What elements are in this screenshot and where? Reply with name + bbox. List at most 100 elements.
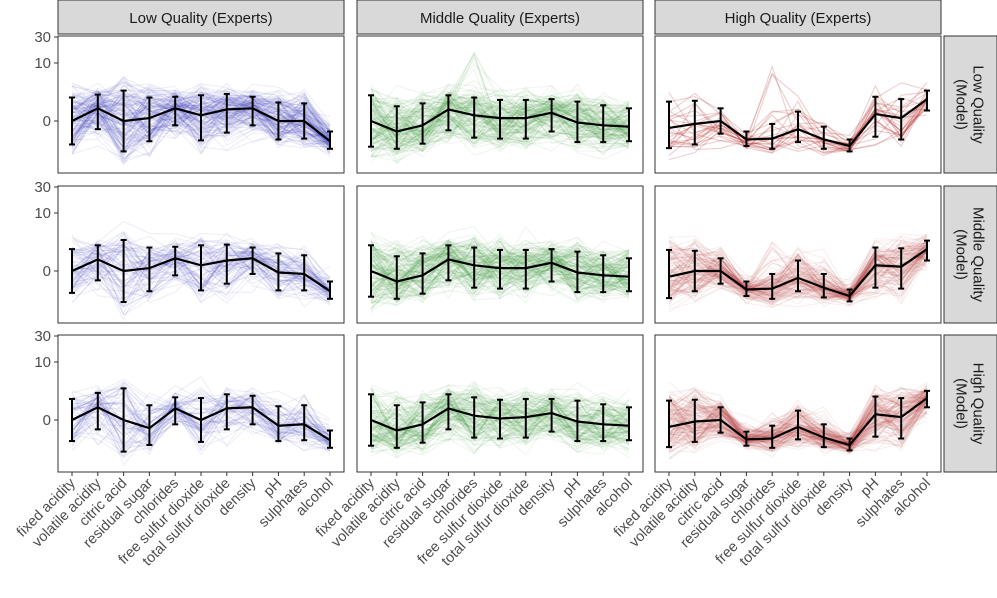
observation-line	[370, 236, 630, 296]
observation-line	[668, 395, 928, 450]
observation-line	[71, 383, 331, 447]
observation-line	[370, 261, 630, 302]
mean-line	[668, 397, 928, 447]
observation-line	[71, 239, 331, 286]
observation-line	[668, 394, 928, 455]
panel-border	[356, 35, 644, 174]
panel-background	[655, 186, 941, 323]
observation-line	[370, 122, 630, 154]
y-tick-label: 10	[34, 205, 51, 222]
observation-line	[71, 394, 331, 452]
observation-line	[71, 93, 331, 132]
facet-panels	[57, 35, 942, 473]
observation-line	[370, 92, 630, 127]
observation-line	[71, 80, 331, 138]
y-tick-label: 10	[34, 354, 51, 371]
observation-line	[668, 387, 928, 445]
y-tick-label: 0	[43, 113, 51, 130]
observation-line	[370, 240, 630, 287]
observation-line	[668, 243, 928, 295]
observation-line	[668, 258, 928, 304]
observation-line	[668, 249, 928, 305]
observation-line	[668, 400, 928, 451]
observation-line	[370, 246, 630, 298]
observation-line	[71, 392, 331, 452]
mean-line	[370, 108, 630, 133]
observation-line	[71, 239, 331, 292]
row-strip-label-line2: (Model)	[953, 229, 970, 280]
observation-line	[370, 239, 630, 270]
observation-line	[668, 99, 928, 152]
observation-line	[668, 395, 928, 450]
observation-line	[668, 420, 928, 456]
mean-line	[370, 258, 630, 283]
observation-line	[370, 107, 630, 148]
panel-border	[57, 35, 345, 174]
panel-border	[654, 35, 942, 174]
observation-line	[71, 242, 331, 300]
observation-line	[668, 253, 928, 308]
observation-line	[370, 99, 630, 150]
observation-line	[72, 87, 331, 131]
panel-r1-c2	[654, 185, 942, 324]
observation-line	[370, 238, 630, 301]
observation-line	[370, 88, 630, 126]
observation-line	[668, 235, 928, 296]
observation-line	[668, 241, 928, 293]
y-tick-label: 0	[43, 263, 51, 280]
panel-r0-c0	[57, 35, 345, 174]
observation-line	[668, 241, 928, 294]
panel-background	[655, 36, 941, 173]
observation-line	[668, 243, 928, 290]
observation-line	[370, 89, 630, 137]
observation-line	[71, 403, 331, 448]
observation-line	[668, 258, 928, 310]
mean-line	[71, 107, 331, 143]
observation-line	[71, 392, 331, 440]
observation-line	[71, 98, 331, 158]
observation-line	[71, 88, 331, 146]
facet-strips: Low Quality (Experts) Middle Quality (Exp…	[57, 0, 997, 473]
observation-line	[370, 97, 630, 145]
observation-line	[71, 85, 331, 138]
observation-line	[668, 389, 928, 442]
observation-line	[668, 405, 928, 454]
observation-line	[71, 83, 331, 128]
observation-line	[668, 401, 928, 451]
panel-border	[57, 185, 345, 324]
observation-line	[71, 386, 331, 427]
observation-line	[370, 96, 630, 149]
observation-line	[71, 254, 331, 303]
row-strip-label-line2: (Model)	[953, 79, 970, 130]
observation-line	[668, 233, 928, 296]
observation-line	[370, 238, 630, 302]
observation-line	[668, 82, 928, 150]
observation-line	[370, 388, 630, 431]
observation-line	[71, 375, 331, 441]
observation-line	[668, 248, 928, 297]
observation-line	[71, 85, 331, 150]
observation-line	[71, 256, 331, 304]
y-tick-label: 0	[43, 412, 51, 429]
observation-line	[71, 106, 331, 145]
row-strip-label-line2: (Model)	[953, 378, 970, 429]
observation-line	[668, 387, 928, 438]
panel-border	[654, 185, 942, 324]
observation-line	[668, 98, 928, 150]
observation-line	[71, 250, 331, 296]
observation-line	[668, 245, 928, 301]
observation-line	[668, 239, 928, 289]
observation-line	[668, 267, 928, 298]
observation-line	[370, 256, 630, 301]
observation-line	[668, 410, 928, 452]
observation-line	[370, 105, 630, 151]
observation-line	[668, 398, 928, 448]
observation-line	[668, 400, 928, 451]
observation-line	[370, 93, 630, 133]
observation-line	[71, 89, 331, 127]
column-strip-1	[356, 0, 644, 35]
column-strip-2	[654, 0, 942, 35]
panel-r2-c1	[356, 334, 644, 473]
observation-line	[71, 236, 331, 292]
observation-line	[370, 110, 630, 160]
